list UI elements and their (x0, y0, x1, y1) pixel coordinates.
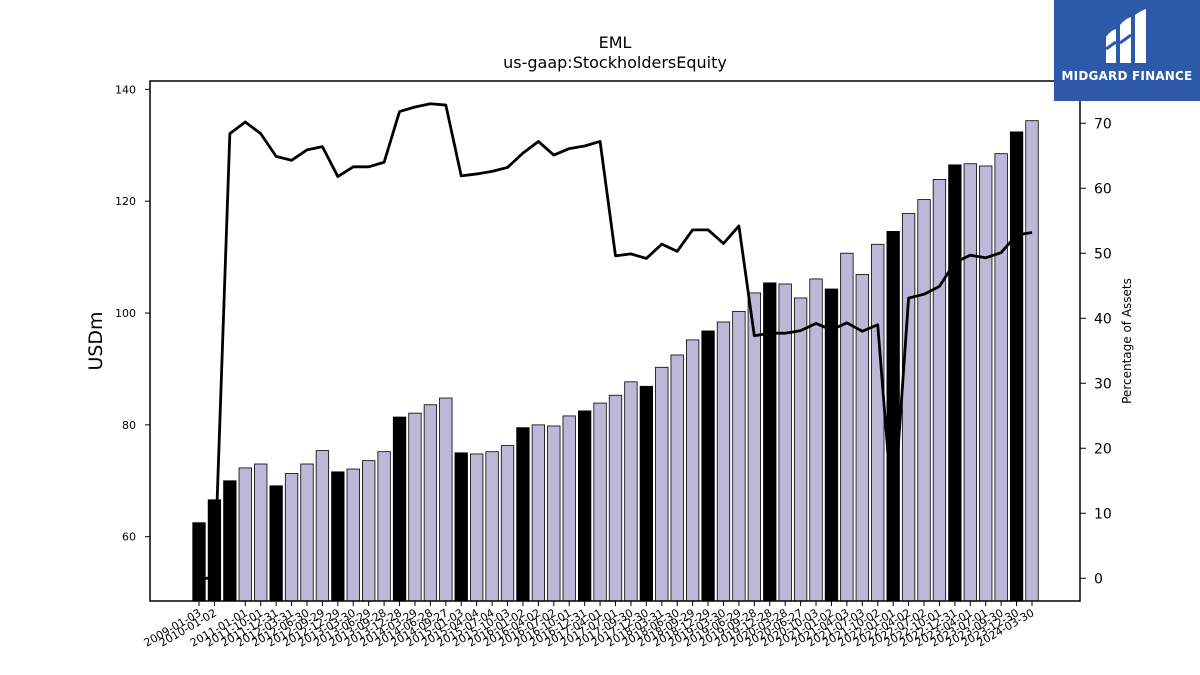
bar-2015-04-04 (470, 453, 484, 602)
bar-2015-07-04 (485, 451, 499, 602)
bar-2023-07-01 (979, 165, 993, 602)
bar-2009-01-03 (192, 522, 206, 602)
bar-2017-09-30 (624, 381, 638, 602)
bar-2015-10-03 (500, 445, 515, 602)
line-layer (199, 102, 1033, 580)
bar-2011-01-01 (238, 467, 252, 602)
y-tick-label-80: 80 (122, 419, 136, 432)
y2-tick-label-50: 50 (1094, 246, 1112, 262)
bar-2021-01-02 (824, 288, 839, 602)
y2-tick-label-20: 20 (1094, 441, 1112, 457)
bar-2010-10-02 (223, 480, 237, 602)
bar-2021-07-03 (855, 274, 869, 602)
y-tick-label-100: 100 (115, 307, 136, 320)
right-axis: 0 10 20 30 40 50 60 70 (1080, 116, 1112, 587)
y-tick-label-120: 120 (115, 195, 136, 208)
bar-2021-10-02 (871, 243, 885, 602)
bar-2015-01-03 (454, 452, 468, 602)
bar-2012-12-29 (331, 471, 345, 602)
y-tick-label-140: 140 (115, 83, 136, 96)
bars-layer (192, 120, 1039, 602)
y2-tick-label-30: 30 (1094, 376, 1112, 392)
bar-2012-03-31 (284, 473, 299, 602)
bar-2013-12-28 (392, 416, 407, 602)
bar-2018-12-29 (701, 330, 715, 602)
bar-2013-06-29 (362, 460, 376, 602)
y2-tick-label-40: 40 (1094, 311, 1112, 327)
bar-2012-09-29 (315, 450, 330, 602)
bar-2020-06-27 (793, 297, 808, 602)
bar-2018-09-29 (685, 339, 700, 602)
brand-mark-icon (1105, 9, 1146, 63)
bar-2021-04-03 (840, 252, 854, 602)
x-axis: 2009-01-032010-01-022011-01-012011-10-01… (142, 601, 1037, 650)
bar-2019-06-29 (732, 310, 746, 602)
bar-2013-03-30 (346, 468, 360, 602)
bar-2022-04-02 (901, 213, 916, 602)
bar-2022-01-01 (886, 231, 900, 602)
chart-title: EML (599, 33, 632, 52)
bar-2014-03-29 (408, 412, 422, 602)
y2-tick-label-0: 0 (1094, 571, 1103, 587)
bar-2019-09-28 (747, 292, 761, 602)
left-axis: 60 80 100 120 140 (115, 83, 150, 544)
brand-logo: MIDGARD FINANCE (1054, 0, 1200, 101)
y2-axis-label: Percentage of Assets (1120, 278, 1134, 404)
bar-2014-09-27 (439, 397, 453, 602)
bar-2022-12-31 (948, 164, 962, 602)
bar-2024-03-30 (1025, 120, 1039, 602)
bar-2017-07-01 (608, 394, 623, 602)
bar-2023-12-30 (1009, 131, 1024, 602)
bar-2016-12-31 (578, 410, 592, 602)
bar-2023-09-30 (994, 153, 1008, 602)
bar-2012-06-30 (300, 463, 314, 602)
bar-2014-06-28 (423, 404, 438, 602)
chart-subtitle: us-gaap:StockholdersEquity (503, 53, 727, 72)
y-tick-label-60: 60 (122, 531, 136, 544)
bar-2016-04-02 (531, 424, 546, 602)
percentage-line (199, 102, 1033, 580)
y2-tick-label-70: 70 (1094, 116, 1112, 132)
bar-2011-10-01 (254, 463, 268, 602)
bar-2019-03-30 (716, 321, 731, 602)
bar-2013-09-28 (377, 451, 391, 602)
brand-name: MIDGARD FINANCE (1061, 69, 1193, 83)
bar-2011-12-31 (269, 485, 283, 602)
bar-2018-03-31 (655, 366, 669, 602)
bar-2020-10-03 (809, 278, 823, 602)
y2-tick-label-10: 10 (1094, 506, 1112, 522)
bar-2022-10-01 (932, 179, 947, 602)
bar-2016-01-02 (516, 427, 530, 602)
bar-2017-04-01 (593, 402, 607, 602)
bar-2018-06-30 (670, 354, 684, 602)
bar-2016-07-02 (547, 425, 561, 602)
y-axis-label: USDm (85, 311, 107, 370)
bar-2023-04-01 (963, 163, 977, 602)
y2-tick-label-60: 60 (1094, 181, 1112, 197)
bar-2022-07-02 (917, 199, 931, 602)
bar-2017-12-30 (639, 385, 653, 602)
bar-2019-12-28 (763, 282, 777, 602)
bar-2016-10-01 (562, 415, 576, 602)
